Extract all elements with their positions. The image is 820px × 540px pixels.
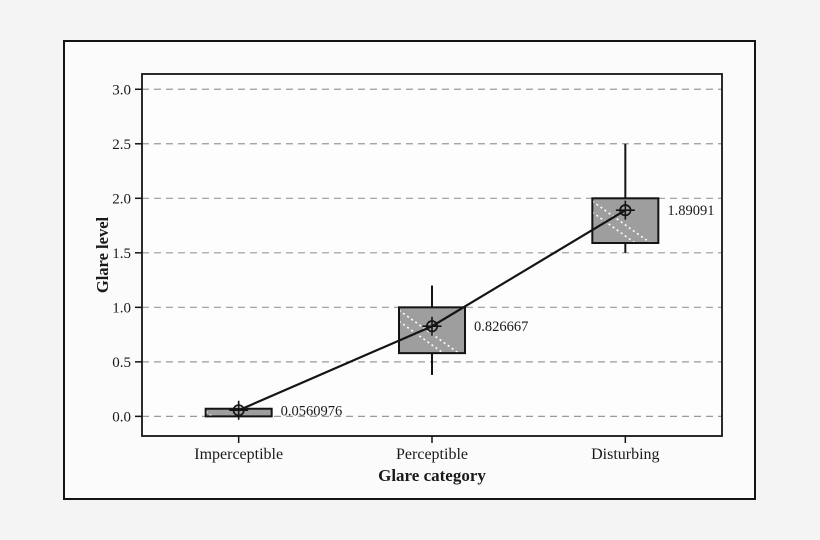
x-category-label-imperceptible: Imperceptible (194, 446, 283, 463)
box-hatch (593, 200, 651, 243)
hatch-line (593, 200, 651, 243)
hatch-line (593, 211, 636, 243)
y-tick-label: 3.0 (112, 82, 131, 98)
y-axis-title: Glare level (93, 216, 112, 293)
mean-value-label-perceptible: 0.826667 (474, 319, 528, 335)
y-tick-label: 0.5 (112, 355, 131, 371)
y-tick-label: 2.5 (112, 137, 131, 153)
y-tick-label: 1.5 (112, 246, 131, 262)
x-axis-title: Glare category (378, 466, 486, 485)
y-tick-label: 0.0 (112, 409, 131, 425)
marker-circle (232, 404, 245, 417)
y-tick-label: 1.0 (112, 300, 131, 316)
mean-marker-imperceptible (229, 400, 249, 420)
mean-value-label-disturbing: 1.89091 (667, 203, 714, 219)
hatch-line (400, 320, 444, 353)
marker-circle (425, 320, 439, 333)
marker-circle (619, 204, 632, 217)
x-category-label-perceptible: Perceptible (396, 446, 468, 463)
mean-marker-perceptible (422, 316, 442, 336)
y-tick-label: 2.0 (112, 191, 131, 207)
x-category-label-disturbing: Disturbing (591, 446, 659, 463)
plot-area (142, 74, 722, 436)
mean-marker-disturbing (615, 200, 635, 220)
mean-value-label-imperceptible: 0.0560976 (281, 403, 343, 419)
